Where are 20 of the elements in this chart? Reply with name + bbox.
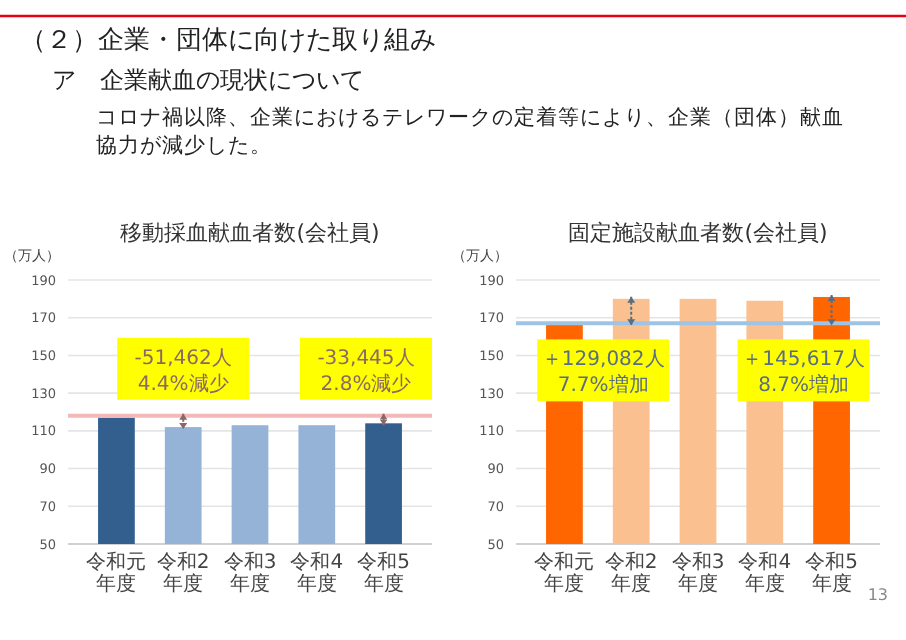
chart-title: 固定施設献血者数(会社員) [568,220,828,246]
x-tick-label: 令和3年度 [223,550,277,596]
x-tick-label: 令和元年度 [86,550,147,596]
annotation: -33,445人 2.8%減少 [317,347,415,396]
x-tick-label: 令和元年度 [534,550,595,596]
text: コロナ禍以降、企業におけるテレワークの定着等により、企業（団体）献血協力が減少した。 [96,104,844,158]
annotation: ＋129,082人 7.7%増加 [541,349,665,398]
x-tick-label: 令和3年度 [671,550,725,596]
text: ア 企業献血の現状について [52,66,364,94]
annotation: ＋145,617人 8.7%増加 [742,349,865,398]
x-tick-label: 令和4年度 [290,550,344,596]
text: （２）企業・団体に向けた取り組み [20,26,436,56]
x-tick-label: 令和2年度 [604,550,658,596]
x-tick-label: 令和2年度 [156,550,210,596]
x-tick-label: 令和5年度 [357,550,410,596]
x-tick-label: 令和4年度 [738,550,792,596]
text: 13 [867,586,888,604]
annotation: -51,462人 4.4%減少 [134,347,232,396]
x-tick-label: 令和5年度 [805,550,858,596]
chart-title: 移動採血献血者数(会社員) [120,220,380,246]
